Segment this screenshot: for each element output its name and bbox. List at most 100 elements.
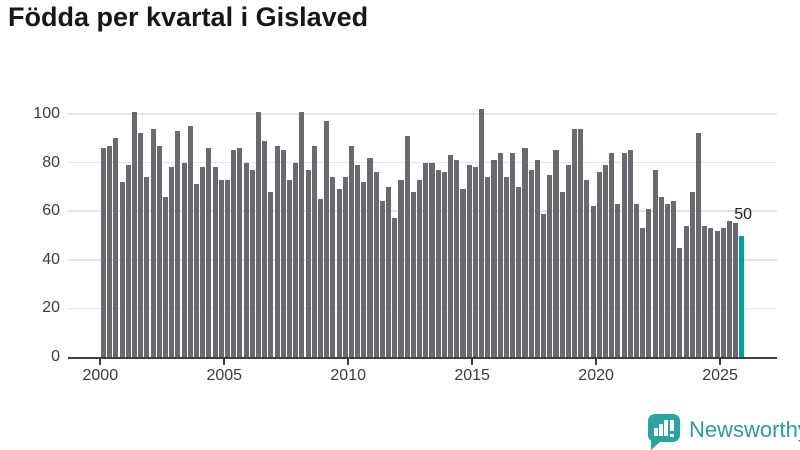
bar	[565, 165, 571, 357]
bar	[156, 145, 162, 357]
logo-text: Newsworthy	[689, 417, 800, 442]
x-tick-mark	[471, 359, 474, 365]
bar	[491, 160, 497, 357]
bar	[615, 203, 621, 357]
bar	[150, 128, 156, 357]
x-tick-label: 2025	[702, 367, 738, 384]
last-value-label: 50	[734, 206, 752, 223]
x-tick-mark	[223, 359, 226, 365]
bar	[572, 128, 578, 357]
bar	[627, 150, 633, 357]
bar	[702, 225, 708, 357]
bar	[317, 199, 323, 357]
bar	[193, 184, 200, 357]
bar	[324, 121, 330, 357]
bar	[671, 201, 677, 357]
bar	[689, 191, 695, 357]
bar	[485, 177, 491, 357]
bar	[311, 145, 317, 357]
bar	[448, 155, 454, 357]
x-tick-label: 2005	[206, 367, 243, 384]
bar	[633, 203, 640, 357]
bar	[299, 111, 305, 357]
bar	[683, 225, 689, 357]
gridline	[68, 161, 777, 164]
bar	[379, 201, 385, 357]
bar	[596, 172, 602, 357]
bar	[541, 213, 547, 357]
bar	[293, 162, 299, 357]
gridline	[68, 259, 777, 261]
bar	[206, 148, 212, 357]
y-tick-label: 60	[42, 202, 60, 220]
newsworthy-chart-bubble-icon	[648, 414, 680, 442]
bar	[107, 145, 113, 357]
bar	[695, 133, 702, 357]
bar	[516, 186, 522, 357]
bar	[224, 179, 231, 357]
bar	[578, 128, 584, 357]
bar	[522, 148, 528, 357]
bar	[249, 169, 255, 357]
bar	[237, 148, 243, 357]
bar	[621, 152, 627, 357]
bar	[175, 131, 181, 357]
bar	[162, 196, 169, 357]
bar	[373, 172, 379, 357]
bar	[342, 177, 348, 357]
bar	[559, 191, 565, 357]
bar	[435, 169, 441, 357]
bar	[664, 203, 671, 357]
bar	[472, 167, 478, 357]
bar	[200, 167, 206, 357]
x-tick-label: 2000	[82, 367, 119, 384]
bar	[101, 148, 107, 357]
bar	[677, 247, 683, 357]
bar	[646, 208, 652, 357]
bar	[243, 162, 249, 357]
bar	[410, 191, 416, 357]
bar	[460, 189, 466, 357]
bar	[417, 179, 423, 357]
bar	[386, 186, 392, 357]
bar	[547, 174, 553, 357]
bar	[708, 228, 714, 357]
bar	[348, 145, 354, 357]
y-tick-label: 20	[42, 299, 60, 317]
bar	[274, 145, 280, 357]
bar	[212, 167, 218, 357]
bar	[479, 109, 485, 357]
y-tick-label: 80	[42, 153, 60, 171]
x-tick-label: 2015	[454, 367, 490, 384]
bar	[658, 196, 664, 357]
bar	[714, 230, 720, 357]
bar	[336, 189, 342, 357]
bar	[398, 179, 404, 357]
bar	[429, 162, 435, 357]
bar	[497, 152, 503, 357]
bar	[131, 111, 138, 357]
x-tick-mark	[719, 359, 722, 365]
bar	[590, 206, 596, 357]
bar	[503, 177, 509, 357]
bar	[255, 111, 262, 357]
x-tick-mark	[595, 359, 598, 365]
bar	[268, 191, 274, 357]
bar	[187, 126, 193, 357]
bar	[528, 169, 534, 357]
logo-bubble-tail	[651, 441, 661, 450]
bar	[218, 179, 224, 357]
bar	[119, 182, 125, 357]
bar	[584, 179, 590, 357]
bar	[652, 169, 658, 357]
bar	[466, 165, 472, 357]
bar	[367, 157, 373, 357]
bar	[305, 169, 311, 357]
bar	[144, 177, 150, 357]
bar	[262, 140, 268, 357]
bar	[720, 228, 726, 357]
gridline	[68, 210, 777, 212]
bar	[286, 179, 293, 357]
bar	[404, 135, 410, 357]
